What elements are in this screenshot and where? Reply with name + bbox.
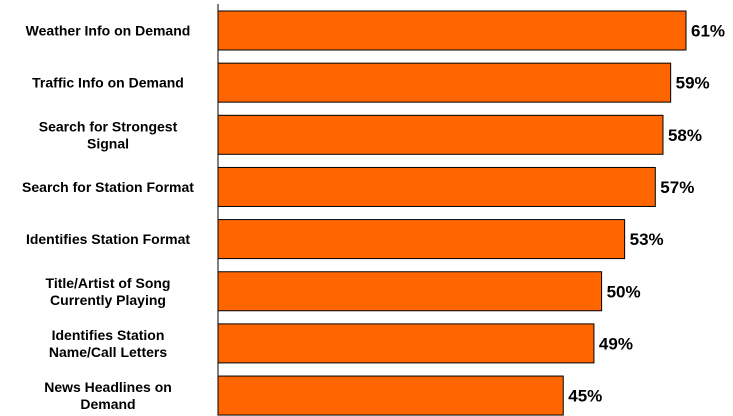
bar [217, 62, 672, 103]
bar [217, 114, 664, 155]
value-labels-group: 61% 59% 58% 57% 53% 50% 49% 45% [568, 22, 725, 406]
category-label-line: Search for Strongest [39, 118, 178, 134]
category-label: Search for Strongest Signal [39, 118, 178, 151]
value-label: 53% [630, 230, 664, 249]
bar [217, 323, 595, 364]
category-label: News Headlines on Demand [44, 379, 172, 412]
category-label-line: Name/Call Letters [49, 344, 167, 360]
category-label-line: Demand [80, 396, 135, 412]
category-label: Identifies Station Name/Call Letters [49, 327, 167, 360]
category-label: Weather Info on Demand [26, 23, 191, 39]
value-label: 45% [568, 387, 602, 406]
category-label-line: Search for Station Format [22, 179, 194, 195]
category-label: Title/Artist of Song Currently Playing [46, 275, 171, 308]
bar [217, 10, 687, 51]
value-label: 57% [660, 178, 694, 197]
bar [217, 166, 656, 207]
category-label-line: Signal [87, 135, 129, 151]
category-label-line: Currently Playing [50, 292, 166, 308]
category-label-line: Traffic Info on Demand [32, 75, 184, 91]
category-label-line: Title/Artist of Song [46, 275, 171, 291]
bar [217, 271, 603, 312]
value-label: 61% [691, 22, 725, 41]
value-label: 49% [599, 334, 633, 353]
value-label: 58% [668, 126, 702, 145]
bar [217, 375, 564, 416]
category-label: Search for Station Format [22, 179, 194, 195]
category-labels-group: Weather Info on Demand Traffic Info on De… [22, 23, 194, 413]
bar [217, 219, 626, 260]
category-label: Identifies Station Format [26, 231, 190, 247]
category-label: Traffic Info on Demand [32, 75, 184, 91]
category-label-line: Weather Info on Demand [26, 23, 191, 39]
value-label: 59% [676, 74, 710, 93]
category-label-line: News Headlines on [44, 379, 172, 395]
category-label-line: Identifies Station Format [26, 231, 190, 247]
category-label-line: Identifies Station [52, 327, 165, 343]
bars-group [217, 10, 687, 416]
value-label: 50% [607, 282, 641, 301]
